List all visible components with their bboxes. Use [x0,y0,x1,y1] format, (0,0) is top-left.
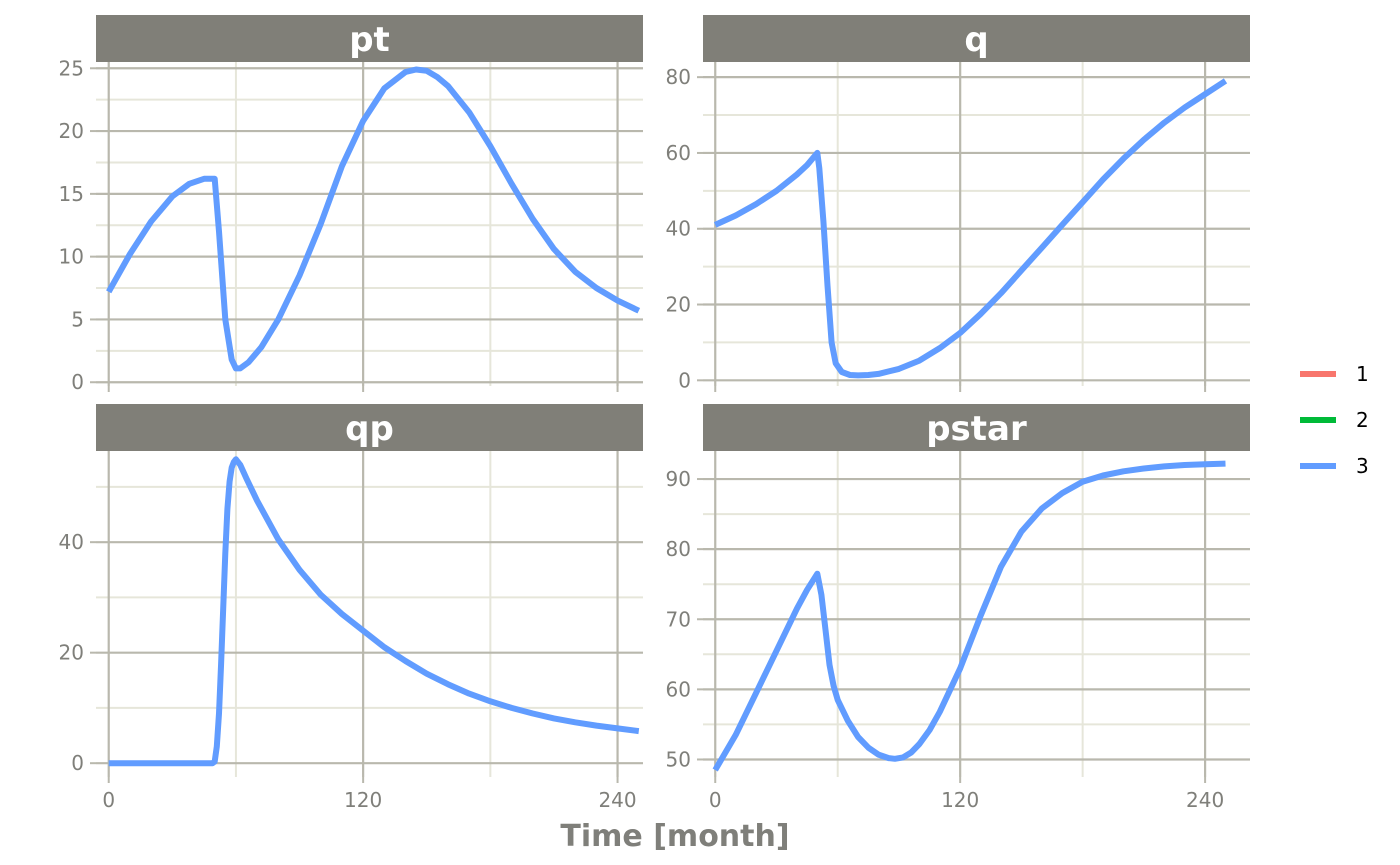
panel-qp: qp 0 20 40 0 120 240 [59,404,643,812]
x-tick-label: 240 [598,788,636,812]
y-tick-label: 70 [666,607,691,631]
panel-title: q [964,20,988,60]
series-line-3 [712,460,1226,772]
y-tick-label: 0 [71,751,84,775]
panel-title: qp [345,409,394,449]
y-tick-label: 50 [666,747,691,771]
x-tick-label: 120 [344,788,382,812]
panel-strip [703,404,1250,451]
legend-item-3: 3 [1300,454,1369,478]
series-line-3 [713,78,1228,379]
panel-strip [96,15,643,62]
legend-item-1: 1 [1300,362,1369,386]
y-tick-label: 40 [666,217,691,241]
panel-title: pstar [926,409,1027,449]
y-tick-label: 90 [666,467,691,491]
panel-q: q 0 20 40 60 80 [666,15,1250,392]
y-tick-label: 80 [666,537,691,561]
y-tick-label: 10 [59,245,84,269]
series-line-3 [106,66,641,372]
y-tick-label: 20 [666,293,691,317]
legend-label: 1 [1356,362,1369,386]
y-tick-label: 15 [59,182,84,206]
panel-pt: pt 0 5 10 15 20 25 [59,15,643,394]
y-tick-label: 25 [59,56,84,80]
y-tick-label: 20 [59,641,84,665]
y-tick-label: 80 [666,65,691,89]
y-tick-label: 60 [666,141,691,165]
y-tick-label: 0 [71,370,84,394]
y-tick-label: 40 [59,530,84,554]
panel-pstar: pstar 50 60 70 80 90 0 120 240 [666,404,1250,812]
x-tick-label: 0 [709,788,722,812]
x-tick-label: 240 [1186,788,1224,812]
legend-label: 3 [1356,454,1369,478]
x-tick-label: 120 [941,788,979,812]
legend-label: 2 [1356,408,1369,432]
y-tick-label: 0 [678,368,691,392]
panel-title: pt [349,20,390,60]
legend: 1 2 3 [1300,362,1369,478]
y-tick-label: 60 [666,677,691,701]
panel-strip [96,404,643,451]
series-line-3 [108,456,640,767]
x-tick-label: 0 [102,788,115,812]
y-tick-label: 20 [59,119,84,143]
x-axis-title: Time [month] [560,819,789,854]
y-tick-label: 5 [71,307,84,331]
panel-strip [703,15,1250,62]
legend-item-2: 2 [1300,408,1369,432]
